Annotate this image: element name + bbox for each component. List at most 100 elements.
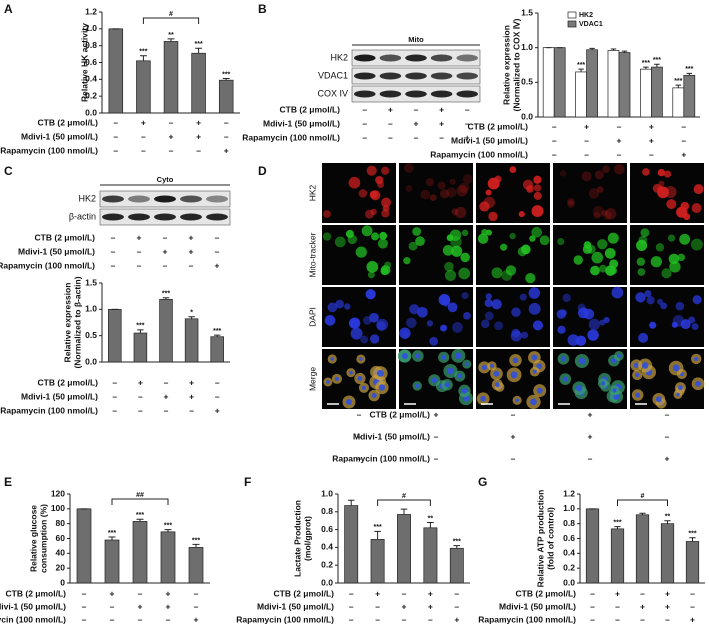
significance-label: *** bbox=[192, 537, 200, 544]
treatment-label: CTB (2 μmol/L) bbox=[35, 232, 96, 242]
bar bbox=[651, 66, 663, 118]
treatment-sign: + bbox=[454, 614, 459, 624]
y-tick-label: 0.0 bbox=[321, 577, 333, 587]
treatment-sign: – bbox=[615, 614, 620, 624]
treatment-sign: + bbox=[169, 131, 174, 141]
y-tick-label: 0.8 bbox=[321, 506, 333, 516]
y-tick-label: 1.5 bbox=[85, 277, 97, 287]
error-bar bbox=[689, 537, 696, 542]
cell bbox=[451, 245, 463, 257]
treatment-sign: – bbox=[665, 614, 670, 624]
bar bbox=[191, 52, 206, 114]
cell-nucleus bbox=[612, 388, 617, 393]
cell bbox=[404, 163, 414, 173]
cell bbox=[556, 309, 567, 319]
treatment-sign: – bbox=[665, 431, 670, 441]
significance-label: *** bbox=[164, 522, 172, 529]
treatment-sign: + bbox=[649, 121, 654, 131]
treatment-sign: – bbox=[439, 132, 444, 142]
cell-nucleus bbox=[415, 353, 421, 359]
blot-header: Mito bbox=[408, 35, 424, 44]
treatment-sign: – bbox=[113, 131, 118, 141]
y-axis-label: Relative glucose bbox=[28, 505, 38, 572]
cell bbox=[412, 227, 422, 236]
cell bbox=[521, 331, 529, 339]
treatment-sign: + bbox=[465, 132, 470, 142]
cell bbox=[480, 319, 490, 329]
cell bbox=[484, 298, 493, 308]
treatment-sign: + bbox=[110, 588, 115, 598]
cell-nucleus bbox=[359, 357, 363, 361]
cell bbox=[454, 206, 467, 219]
treatment-label: Rapamycin (100 nmol/L) bbox=[0, 405, 98, 415]
cell bbox=[335, 299, 345, 309]
y-axis-label: (mol/gprot) bbox=[302, 516, 312, 561]
cell bbox=[461, 292, 469, 300]
significance-label: *** bbox=[222, 71, 230, 78]
legend-swatch bbox=[567, 11, 577, 19]
cell bbox=[690, 238, 703, 251]
cell bbox=[650, 256, 662, 268]
cell-nucleus bbox=[578, 357, 586, 365]
cell-nucleus bbox=[401, 353, 408, 360]
treatment-sign: – bbox=[584, 135, 589, 145]
treatment-sign: – bbox=[111, 260, 116, 270]
bar bbox=[344, 505, 359, 584]
bar bbox=[672, 87, 685, 118]
cell bbox=[420, 189, 431, 200]
bar bbox=[188, 547, 204, 584]
y-tick-label: 40 bbox=[56, 548, 66, 558]
cell bbox=[593, 211, 601, 219]
treatment-label: Mdivi-1 (50 μmol/L) bbox=[0, 601, 66, 611]
treatment-sign: + bbox=[681, 149, 686, 159]
blot-band bbox=[456, 54, 478, 62]
treatment-sign: – bbox=[112, 391, 117, 401]
treatment-sign: + bbox=[640, 601, 645, 611]
cell bbox=[505, 265, 517, 276]
cell-nucleus bbox=[635, 372, 640, 378]
treatment-label: Mdivi-1 (50 μmol/L) bbox=[257, 601, 334, 611]
error-bar bbox=[214, 334, 221, 337]
treatment-sign: – bbox=[362, 118, 367, 128]
treatment-sign: – bbox=[649, 149, 654, 159]
treatment-sign: + bbox=[584, 121, 589, 131]
blot-row-label: HK2 bbox=[330, 52, 348, 62]
cell bbox=[533, 184, 542, 192]
cell bbox=[477, 233, 489, 244]
cell-nucleus bbox=[371, 393, 377, 399]
panel-letter: A bbox=[4, 2, 13, 16]
treatment-sign: – bbox=[357, 453, 362, 463]
error-bar bbox=[400, 508, 408, 515]
panel-letter: F bbox=[244, 475, 251, 489]
cell-nucleus bbox=[512, 357, 519, 364]
treatment-sign: – bbox=[194, 601, 199, 611]
cell bbox=[567, 200, 575, 209]
cell-nucleus bbox=[676, 392, 680, 397]
treatment-sign: – bbox=[224, 131, 229, 141]
cell-nucleus bbox=[457, 373, 463, 379]
significance-label: *** bbox=[674, 78, 682, 85]
treatment-sign: – bbox=[402, 588, 407, 598]
cell bbox=[463, 312, 471, 320]
cell bbox=[614, 163, 625, 175]
cell-nucleus bbox=[330, 357, 335, 361]
cell bbox=[588, 318, 601, 331]
treatment-sign: – bbox=[552, 149, 557, 159]
y-tick-label: 1.0 bbox=[521, 42, 533, 52]
cell bbox=[509, 166, 517, 173]
treatment-sign: – bbox=[169, 117, 174, 127]
treatment-sign: + bbox=[141, 117, 146, 127]
treatment-sign: – bbox=[357, 409, 362, 419]
significance-label: *** bbox=[195, 41, 203, 48]
cell bbox=[322, 232, 332, 241]
panel-letter: B bbox=[258, 2, 267, 16]
error-bar bbox=[453, 545, 461, 549]
cell bbox=[679, 233, 691, 245]
treatment-sign: – bbox=[357, 431, 362, 441]
cell bbox=[440, 324, 448, 332]
treatment-sign: – bbox=[141, 131, 146, 141]
cell-nucleus bbox=[480, 395, 487, 402]
treatment-sign: – bbox=[414, 104, 419, 114]
treatment-label: CTB (2 μmol/L) bbox=[6, 588, 67, 598]
cell bbox=[449, 178, 456, 185]
